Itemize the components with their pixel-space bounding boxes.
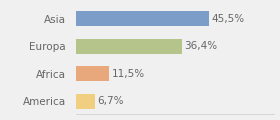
Text: 11,5%: 11,5%	[111, 69, 145, 79]
Bar	[76, 39, 182, 54]
Text: 36,4%: 36,4%	[184, 41, 218, 51]
Bar	[76, 66, 109, 81]
Bar	[76, 11, 209, 26]
Text: 6,7%: 6,7%	[97, 96, 124, 106]
Text: 45,5%: 45,5%	[211, 14, 244, 24]
Bar	[76, 94, 95, 109]
